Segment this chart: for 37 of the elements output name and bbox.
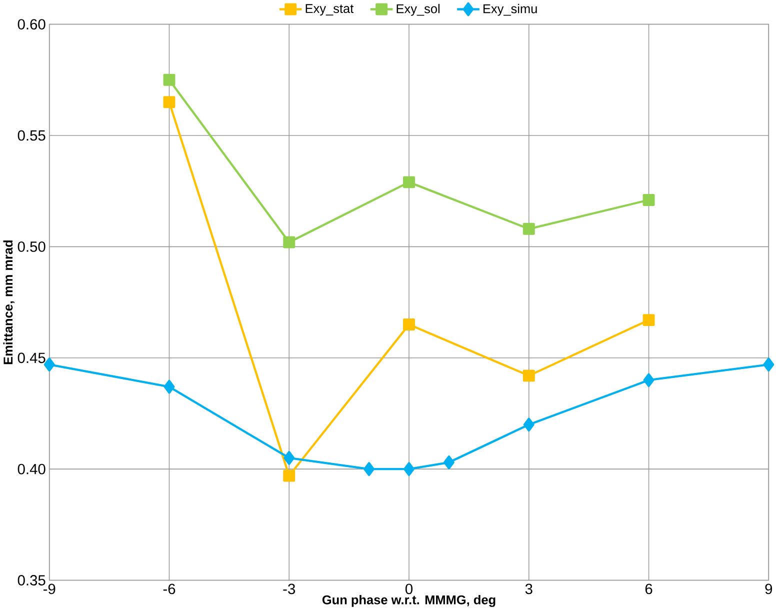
legend-label: Exy_stat <box>306 4 354 16</box>
legend-label: Exy_simu <box>484 4 537 16</box>
point <box>443 455 454 470</box>
point <box>522 370 535 382</box>
point <box>283 470 296 482</box>
point <box>522 222 535 235</box>
x-tick-label: 9 <box>765 584 772 594</box>
point <box>284 450 295 465</box>
point <box>763 357 774 372</box>
x-tick-label: -3 <box>283 584 296 594</box>
point <box>403 318 415 330</box>
point <box>523 418 534 432</box>
point <box>163 96 176 108</box>
point <box>164 380 175 394</box>
point <box>643 373 654 387</box>
x-tick-label: 3 <box>525 584 532 594</box>
point <box>404 462 414 476</box>
y-axis-title: Emittance, mm mrad <box>3 240 14 364</box>
x-tick-label: -6 <box>163 584 176 594</box>
point <box>163 74 176 86</box>
x-axis-title: Gun phase w.r.t. MMMG, deg <box>322 594 496 607</box>
y-tick-label: 0.50 <box>18 241 46 252</box>
point <box>403 176 415 188</box>
point <box>642 194 655 206</box>
x-tick-label: -9 <box>43 584 56 594</box>
x-tick-label: 6 <box>645 584 652 594</box>
y-tick-label: 0.35 <box>18 574 46 586</box>
y-tick-label: 0.45 <box>18 352 46 363</box>
y-tick-label: 0.60 <box>18 18 46 30</box>
point <box>44 357 55 372</box>
x-tick-label: 0 <box>405 584 413 594</box>
y-tick-label: 0.40 <box>18 464 46 474</box>
point <box>364 462 375 476</box>
point <box>283 236 296 248</box>
point <box>642 314 655 326</box>
legend-label: Exy_sol <box>396 4 440 16</box>
y-tick-label: 0.55 <box>18 130 46 141</box>
